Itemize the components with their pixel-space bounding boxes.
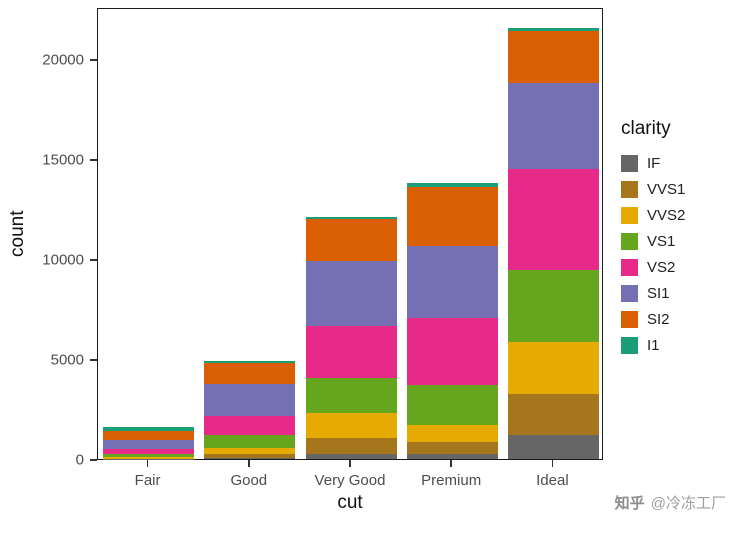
bar-segment-si2: [204, 362, 296, 385]
legend-label: VVS2: [647, 206, 686, 224]
x-tick-mark: [248, 460, 250, 467]
bar-segment-vvs2: [103, 457, 195, 459]
x-tick-label: Very Good: [314, 472, 386, 489]
x-tick-mark: [450, 460, 452, 467]
bar-segment-if: [204, 457, 296, 459]
bar-segment-vvs1: [204, 453, 296, 458]
x-tick-mark: [146, 460, 149, 467]
legend-key-swatch: [621, 232, 638, 250]
x-tick-mark: [551, 460, 554, 467]
bar-segment-si2: [305, 219, 397, 262]
y-tick-label: 20000: [42, 51, 84, 69]
legend-label: VS1: [647, 232, 676, 250]
legend-items: IF VVS1 VVS2 VS1 VS2 SI1 SI2 I1: [621, 150, 733, 358]
bar-segment-i1: [204, 360, 296, 363]
bar-fair: [103, 426, 195, 459]
legend-item-i1: I1: [621, 332, 733, 358]
bar-segment-vs1: [507, 269, 599, 342]
bar-segment-if: [305, 453, 397, 459]
y-tick-mark: [90, 59, 97, 61]
bar-segment-si1: [103, 440, 195, 449]
legend-key-swatch: [621, 154, 638, 172]
bar-segment-vvs1: [507, 393, 599, 435]
legend-key-swatch: [621, 284, 638, 302]
y-tick-mark: [90, 159, 97, 161]
bar-segment-vs1: [406, 384, 498, 425]
legend-item-vs2: VS2: [621, 254, 733, 280]
bar-segment-si1: [406, 246, 498, 318]
bar-segment-vvs2: [305, 413, 397, 438]
legend-item-si1: SI1: [621, 280, 733, 306]
x-axis: Fair Good Very Good Premium Ideal: [97, 460, 603, 505]
plot-panel: [97, 8, 603, 460]
bar-segment-vvs2: [204, 448, 296, 454]
y-tick-mark: [90, 259, 97, 261]
y-tick-label: 10000: [42, 251, 84, 269]
bar-premium: [406, 183, 498, 459]
bar-segment-vs2: [204, 415, 296, 436]
bar-segment-si1: [204, 384, 296, 416]
legend-title: clarity: [621, 118, 671, 139]
legend-label: VVS1: [647, 180, 686, 198]
watermark-brand: 知乎: [614, 495, 645, 512]
x-tick-label: Fair: [134, 472, 161, 489]
x-tick-label: Good: [230, 472, 268, 489]
legend-label: I1: [647, 336, 660, 354]
bar-segment-vvs1: [305, 437, 397, 454]
bar-segment-vs2: [507, 168, 599, 270]
legend-item-if: IF: [621, 150, 733, 176]
legend: clarity IF VVS1 VVS2 VS1 VS2 SI1 SI2 I1: [621, 118, 733, 358]
bar-segment-i1: [103, 426, 195, 432]
bar-ideal: [507, 28, 599, 459]
legend-key-swatch: [621, 336, 638, 354]
bar-very-good: [305, 217, 397, 459]
legend-key-swatch: [621, 206, 638, 224]
bar-segment-vs2: [305, 325, 397, 378]
bar-segment-si2: [103, 431, 195, 441]
y-tick-mark: [90, 359, 97, 361]
legend-key-swatch: [621, 180, 638, 198]
bar-segment-vs2: [103, 448, 195, 454]
bar-segment-vvs2: [507, 341, 599, 394]
legend-label: IF: [647, 154, 661, 172]
y-axis: 0 5000 10000 15000 20000: [0, 8, 97, 469]
bar-segment-si2: [507, 30, 599, 83]
watermark: 知乎 @冷冻工厂: [615, 492, 726, 513]
x-tick-label: Premium: [421, 472, 482, 489]
bar-segment-vs1: [103, 453, 195, 458]
x-axis-title: cut: [337, 492, 363, 513]
legend-label: VS2: [647, 258, 676, 276]
legend-item-vvs2: VVS2: [621, 202, 733, 228]
y-tick-label: 5000: [50, 351, 84, 369]
bar-segment-i1: [507, 28, 599, 31]
bar-segment-si2: [406, 187, 498, 247]
bar-segment-i1: [305, 217, 397, 220]
bar-segment-vs1: [204, 435, 296, 449]
bar-segment-vs2: [406, 317, 498, 385]
legend-label: SI2: [647, 310, 670, 328]
y-tick-mark: [90, 459, 97, 461]
legend-item-vs1: VS1: [621, 228, 733, 254]
bar-segment-if: [406, 454, 498, 459]
x-tick-label: Ideal: [536, 472, 569, 489]
bar-segment-vvs1: [406, 442, 498, 455]
bar-segment-vvs2: [406, 424, 498, 443]
bar-segment-si1: [507, 82, 599, 169]
y-tick-label: 0: [75, 451, 84, 469]
legend-key-swatch: [621, 258, 638, 276]
legend-label: SI1: [647, 284, 670, 302]
bar-segment-i1: [406, 183, 498, 188]
x-tick-mark: [349, 460, 351, 467]
bar-segment-si1: [305, 261, 397, 326]
bar-good: [204, 360, 296, 459]
watermark-text: @冷冻工厂: [650, 495, 726, 512]
legend-item-si2: SI2: [621, 306, 733, 332]
y-tick-label: 15000: [42, 151, 84, 169]
legend-key-swatch: [621, 310, 638, 328]
bar-segment-if: [507, 434, 599, 459]
bar-segment-vs1: [305, 377, 397, 414]
legend-item-vvs1: VVS1: [621, 176, 733, 202]
